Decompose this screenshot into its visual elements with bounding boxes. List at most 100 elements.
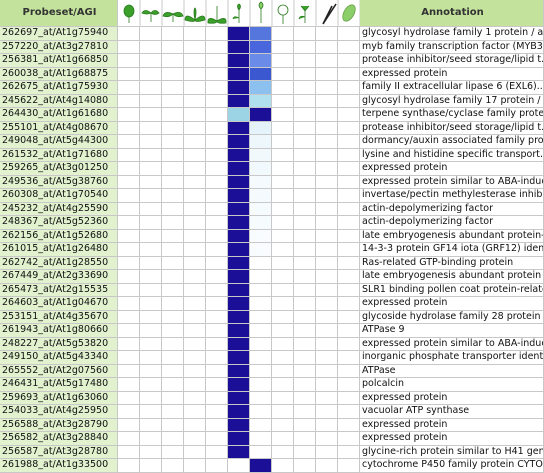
heat-cell [250, 270, 272, 284]
annotation-cell: inorganic phosphate transporter identic.… [360, 351, 544, 365]
probeset-cell: 248367_at/At5g52360 [0, 216, 118, 230]
heat-cell [140, 418, 162, 433]
heat-cell [184, 108, 206, 122]
annotation-cell: expressed protein [360, 162, 544, 176]
probeset-cell: 265473_at/At2g15535 [0, 283, 118, 298]
heat-cell [272, 189, 294, 203]
heat-cell [206, 324, 228, 338]
heat-cell [140, 81, 162, 95]
heat-cell [250, 175, 272, 190]
heat-cell [272, 283, 294, 298]
heat-cell [294, 283, 316, 298]
heat-cell [118, 135, 140, 149]
heat-cell [294, 378, 316, 392]
probeset-cell: 249048_at/At5g44300 [0, 135, 118, 149]
heat-cell [316, 216, 338, 230]
heat-cell [272, 364, 294, 379]
heat-cell [140, 364, 162, 379]
heat-cell [162, 202, 184, 217]
heat-cell [184, 432, 206, 446]
heat-cell [118, 229, 140, 244]
heat-cell [338, 405, 360, 419]
heat-cell [294, 297, 316, 311]
heat-cell [184, 270, 206, 284]
heat-cell [250, 148, 272, 163]
probeset-cell: 245232_at/At4g25590 [0, 202, 118, 217]
heat-cell [184, 310, 206, 325]
heat-cell [250, 94, 272, 109]
probeset-cell: 260038_at/At1g68875 [0, 67, 118, 82]
heat-cell [162, 405, 184, 419]
heat-cell [228, 459, 250, 473]
heat-cell [250, 54, 272, 68]
heat-cell [140, 189, 162, 203]
heat-cell [228, 337, 250, 352]
heat-cell [140, 337, 162, 352]
heat-cell [294, 189, 316, 203]
heat-cell [316, 459, 338, 473]
heat-cell [228, 40, 250, 54]
heat-cell [316, 67, 338, 82]
heat-cell [338, 418, 360, 433]
heat-cell [294, 67, 316, 82]
annotation-cell: expressed protein [360, 418, 544, 433]
heat-cell [316, 432, 338, 446]
heat-cell [294, 40, 316, 54]
heat-cell [140, 297, 162, 311]
heat-cell [162, 270, 184, 284]
heat-cell [206, 81, 228, 95]
probeset-cell: 260308_at/At1g70540 [0, 189, 118, 203]
heat-cell [184, 337, 206, 352]
heat-cell [228, 229, 250, 244]
heat-cell [250, 324, 272, 338]
heat-cell [162, 216, 184, 230]
annotation-cell: late embryogenesis abundant protein-rel.… [360, 229, 544, 244]
heat-cell [140, 148, 162, 163]
annotation-cell: protease inhibitor/seed storage/lipid t.… [360, 121, 544, 136]
heat-cell [118, 189, 140, 203]
probeset-cell: 261015_at/At1g26480 [0, 243, 118, 257]
heat-cell [162, 40, 184, 54]
annotation-cell: expressed protein [360, 432, 544, 446]
heat-cell [118, 378, 140, 392]
heat-cell [272, 135, 294, 149]
probeset-cell: 256582_at/At3g28840 [0, 432, 118, 446]
heat-cell [250, 378, 272, 392]
heat-cell [118, 27, 140, 41]
heat-cell [338, 297, 360, 311]
annotation-cell: family II extracellular lipase 6 (EXL6).… [360, 81, 544, 95]
heat-cell [162, 94, 184, 109]
heat-cell [338, 364, 360, 379]
heat-cell [316, 418, 338, 433]
heat-cell [206, 202, 228, 217]
heat-cell [316, 243, 338, 257]
heat-cell [272, 391, 294, 406]
heat-cell [272, 162, 294, 176]
heat-cell [162, 121, 184, 136]
heat-cell [316, 445, 338, 460]
heat-cell [184, 175, 206, 190]
heat-cell [184, 202, 206, 217]
heat-cell [272, 310, 294, 325]
heat-cell [272, 445, 294, 460]
heat-cell [118, 418, 140, 433]
heat-cell [228, 108, 250, 122]
probeset-cell: 261532_at/At1g71680 [0, 148, 118, 163]
heat-cell [338, 432, 360, 446]
heat-cell [338, 202, 360, 217]
heat-cell [272, 297, 294, 311]
probeset-cell: 255101_at/At4g08670 [0, 121, 118, 136]
heat-cell [184, 351, 206, 365]
heat-cell [228, 256, 250, 271]
heat-cell [206, 121, 228, 136]
heat-cell [118, 432, 140, 446]
heat-cell [338, 94, 360, 109]
heat-cell [316, 81, 338, 95]
heat-cell [184, 27, 206, 41]
heat-cell [184, 364, 206, 379]
heat-cell [228, 270, 250, 284]
heat-cell [162, 324, 184, 338]
annotation-cell: actin-depolymerizing factor [360, 216, 544, 230]
annotation-cell: SLR1 binding pollen coat protein-relate.… [360, 283, 544, 298]
heat-cell [162, 432, 184, 446]
